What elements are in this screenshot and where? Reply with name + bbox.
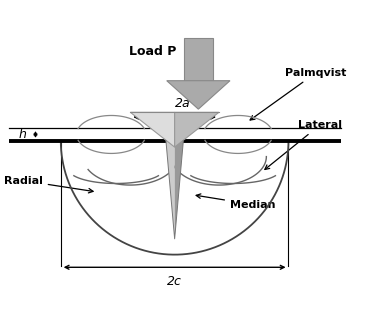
Text: Radial: Radial <box>4 176 93 193</box>
Polygon shape <box>184 38 213 81</box>
Polygon shape <box>175 141 184 239</box>
Text: Load P: Load P <box>129 45 176 58</box>
Polygon shape <box>166 141 175 239</box>
Text: Lateral: Lateral <box>265 120 342 169</box>
Text: h: h <box>18 128 26 141</box>
Polygon shape <box>167 81 230 109</box>
Text: 2c: 2c <box>167 275 182 288</box>
Text: Palmqvist: Palmqvist <box>250 68 347 120</box>
Text: Median: Median <box>196 194 276 210</box>
Polygon shape <box>130 112 175 147</box>
Text: 2a: 2a <box>175 97 190 110</box>
Polygon shape <box>175 112 219 147</box>
